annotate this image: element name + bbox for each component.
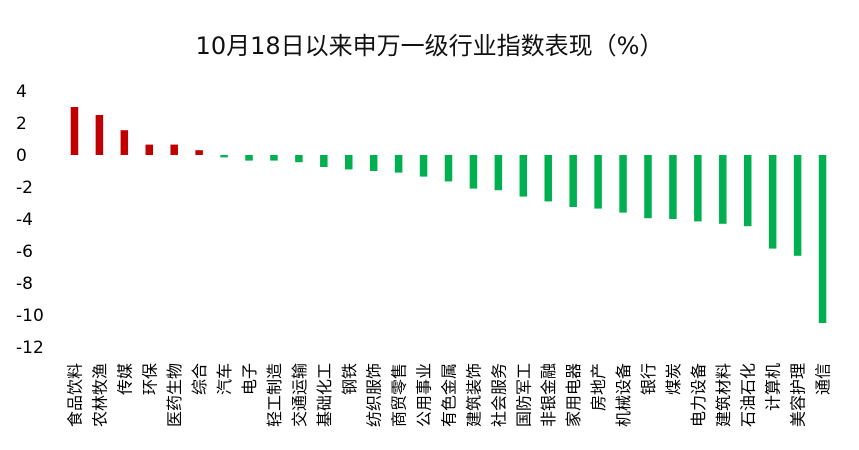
bar-4 (145, 144, 154, 155)
bar-6 (195, 150, 203, 155)
bar-3 (120, 130, 129, 155)
x-tick-label: 钢铁 (340, 363, 359, 395)
bar-29 (768, 155, 777, 249)
bar-5 (170, 144, 178, 155)
y-tick-label: -6 (16, 242, 33, 262)
y-tick-label: 4 (16, 82, 27, 102)
chart-title: 10月18日以来申万一级行业指数表现（%） (195, 32, 664, 60)
x-tick-label: 传媒 (115, 363, 134, 395)
x-tick-label: 非银金融 (539, 363, 558, 427)
x-tick-label: 通信 (814, 363, 833, 395)
x-tick-label: 交通运输 (290, 363, 309, 427)
bar-20 (544, 155, 552, 202)
bar-21 (569, 155, 577, 207)
x-tick-label: 轻工制造 (265, 363, 284, 427)
bar-11 (320, 155, 328, 167)
x-tick-label: 纺织服饰 (365, 363, 384, 427)
y-tick-label: -12 (16, 338, 44, 358)
bar-9 (270, 155, 278, 161)
x-tick-label: 食品饮料 (65, 363, 84, 427)
bar-18 (494, 155, 503, 191)
bar-31 (818, 155, 827, 323)
y-tick-label: -2 (16, 178, 33, 198)
bar-13 (369, 155, 378, 171)
bar-24 (644, 155, 652, 219)
bar-15 (419, 155, 428, 177)
x-tick-label: 公用事业 (415, 363, 434, 427)
bar-16 (444, 155, 453, 182)
x-tick-label: 电力设备 (689, 363, 708, 427)
x-tick-label: 煤炭 (664, 363, 683, 395)
bar-1 (70, 107, 79, 155)
x-tick-label: 计算机 (764, 363, 783, 411)
x-tick-label: 机械设备 (614, 363, 633, 427)
x-tick-label: 汽车 (215, 363, 234, 395)
y-tick-label: -4 (16, 210, 33, 230)
bar-30 (793, 155, 802, 256)
bar-2 (95, 115, 104, 155)
x-tick-label: 综合 (190, 363, 209, 395)
y-tick-label: -8 (16, 274, 33, 294)
bar-22 (594, 155, 602, 209)
bar-27 (719, 155, 727, 224)
y-tick-label: 2 (16, 114, 27, 134)
bar-14 (394, 155, 403, 173)
bar-8 (245, 155, 253, 161)
x-tick-label: 房地产 (589, 363, 608, 411)
x-tick-label: 建筑装饰 (464, 363, 483, 427)
x-tick-label: 环保 (140, 363, 159, 395)
bar-7 (220, 155, 228, 158)
x-tick-label: 国防军工 (514, 363, 533, 427)
x-tick-label: 农林牧渔 (90, 363, 109, 427)
x-tick-label: 有色金属 (440, 363, 459, 427)
y-tick-label: -10 (16, 306, 44, 326)
bar-26 (694, 155, 702, 222)
x-tick-label: 石油石化 (739, 363, 758, 427)
x-tick-label: 医药生物 (165, 363, 184, 427)
bar-10 (295, 155, 303, 163)
y-tick-label: 0 (16, 146, 27, 166)
x-tick-label: 建筑材料 (714, 363, 733, 427)
x-tick-label: 美容护理 (789, 363, 808, 427)
bar-28 (743, 155, 752, 227)
x-tick-label: 基础化工 (315, 363, 334, 427)
x-tick-label: 家用电器 (564, 363, 583, 427)
bar-25 (669, 155, 677, 219)
bar-19 (519, 155, 528, 197)
x-tick-label: 商贸零售 (390, 363, 409, 427)
x-tick-label: 银行 (639, 363, 658, 395)
bar-23 (619, 155, 627, 213)
bar-17 (469, 155, 478, 189)
bar-12 (345, 155, 353, 170)
x-tick-label: 社会服务 (489, 363, 508, 427)
x-tick-label: 电子 (240, 363, 259, 395)
